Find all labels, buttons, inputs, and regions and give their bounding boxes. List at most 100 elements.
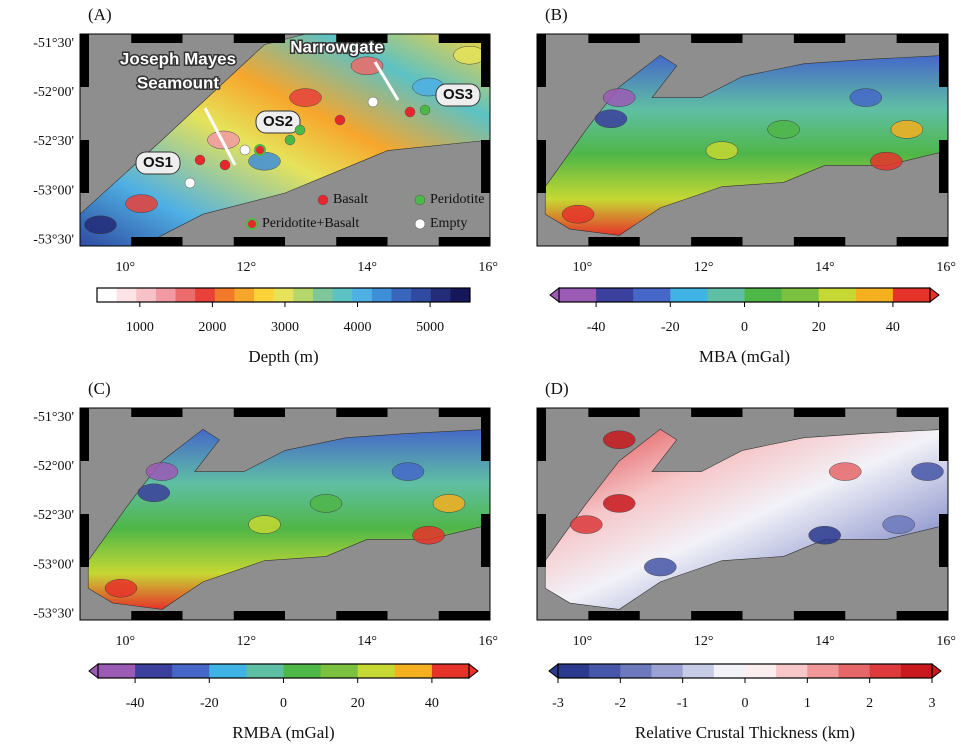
anomaly: [392, 463, 424, 481]
frame-bar: [537, 34, 546, 87]
y-tick-label: -52°30': [33, 508, 74, 523]
colorbar-tick-label: 0: [742, 696, 749, 711]
panel-label: (B): [545, 5, 568, 24]
sample-site: [195, 155, 205, 165]
colorbar-segment: [358, 664, 396, 678]
legend-marker: [318, 195, 328, 205]
frame-bar: [897, 611, 948, 620]
frame-bar: [939, 140, 948, 193]
y-tick-label: -52°30': [33, 134, 74, 149]
colorbar-segment: [745, 288, 783, 302]
colorbar-segment: [839, 664, 871, 678]
colorbar-segment: [745, 664, 777, 678]
colorbar-segment: [274, 288, 294, 302]
sample-site: [335, 115, 345, 125]
anomaly: [138, 484, 170, 502]
annotation: Seamount: [137, 73, 220, 92]
colorbar-arrow: [932, 664, 941, 678]
colorbar-tick-label: 40: [886, 320, 900, 335]
frame-bar: [691, 611, 742, 620]
colorbar-segment: [558, 664, 590, 678]
x-tick-label: 14°: [815, 634, 835, 649]
colorbar-segment: [176, 288, 196, 302]
frame-bar: [131, 34, 182, 43]
frame-bar: [939, 408, 948, 461]
x-tick-label: 16°: [478, 634, 498, 649]
anomaly: [883, 516, 915, 534]
frame-bar: [939, 514, 948, 567]
anomaly: [126, 195, 158, 213]
legend-label: Peridotite+Basalt: [262, 216, 359, 231]
sample-site: [220, 160, 230, 170]
colorbar-segment: [391, 288, 411, 302]
colorbar-segment: [172, 664, 210, 678]
colorbar-segment: [98, 664, 136, 678]
colorbar-segment: [707, 288, 745, 302]
colorbar-tick-label: -3: [552, 696, 564, 711]
colorbar-tick-label: 40: [425, 696, 439, 711]
anomaly: [870, 152, 902, 170]
anomaly: [850, 89, 882, 107]
colorbar-segment: [352, 288, 372, 302]
anomaly: [146, 463, 178, 481]
frame-bar: [481, 34, 490, 87]
sample-site: [420, 105, 430, 115]
panel-label: (D): [545, 379, 569, 398]
colorbar-title: RMBA (mGal): [232, 723, 334, 742]
map-body: [537, 408, 948, 620]
anomaly: [595, 110, 627, 128]
frame-bar: [691, 408, 742, 417]
colorbar-segment: [589, 664, 621, 678]
frame-bar: [537, 408, 546, 461]
x-tick-label: 12°: [694, 260, 714, 275]
colorbar-tick-label: 1: [804, 696, 811, 711]
frame-bar: [794, 611, 845, 620]
y-tick-label: -51°30': [33, 410, 74, 425]
colorbar-segment: [652, 664, 684, 678]
colorbar-segment: [156, 288, 176, 302]
y-tick-label: -53°30': [33, 232, 74, 247]
x-tick-label: 12°: [236, 260, 256, 275]
annotation: OS3: [443, 86, 473, 103]
anomaly: [829, 463, 861, 481]
colorbar-segment: [333, 288, 353, 302]
colorbar-tick-label: -20: [200, 696, 219, 711]
colorbar-segment: [195, 288, 215, 302]
panel-label: (C): [88, 379, 111, 398]
x-tick-label: 14°: [357, 260, 377, 275]
colorbar-tick-label: 0: [741, 320, 748, 335]
frame-bar: [80, 408, 89, 461]
colorbar-tick-label: -40: [587, 320, 606, 335]
sample-site: [185, 178, 195, 188]
x-tick-label: 14°: [815, 260, 835, 275]
colorbar-segment: [432, 664, 470, 678]
figure: (A)-51°30'-52°00'-52°30'-53°00'-53°30'10…: [0, 0, 961, 745]
anomaly: [570, 516, 602, 534]
colorbar-segment: [431, 288, 451, 302]
anomaly: [603, 89, 635, 107]
colorbar-segment: [321, 664, 359, 678]
y-tick-label: -53°00': [33, 557, 74, 572]
frame-bar: [439, 237, 490, 246]
colorbar-arrow: [89, 664, 98, 678]
anomaly: [433, 494, 465, 512]
frame-bar: [80, 140, 89, 193]
frame-bar: [588, 34, 639, 43]
sample-site: [255, 145, 265, 155]
colorbar-tick-label: 3000: [271, 320, 299, 335]
colorbar-segment: [856, 288, 894, 302]
anomaly: [249, 152, 281, 170]
colorbar-tick-label: 20: [812, 320, 826, 335]
y-tick-label: -52°00': [33, 459, 74, 474]
frame-bar: [537, 140, 546, 193]
frame-bar: [234, 34, 285, 43]
colorbar-tick-label: -40: [126, 696, 145, 711]
colorbar-arrow: [469, 664, 478, 678]
frame-bar: [588, 611, 639, 620]
anomaly: [911, 463, 943, 481]
y-tick-label: -51°30': [33, 36, 74, 51]
colorbar-segment: [209, 664, 247, 678]
colorbar-segment: [234, 288, 254, 302]
frame-bar: [481, 514, 490, 567]
legend-label: Basalt: [333, 192, 368, 207]
